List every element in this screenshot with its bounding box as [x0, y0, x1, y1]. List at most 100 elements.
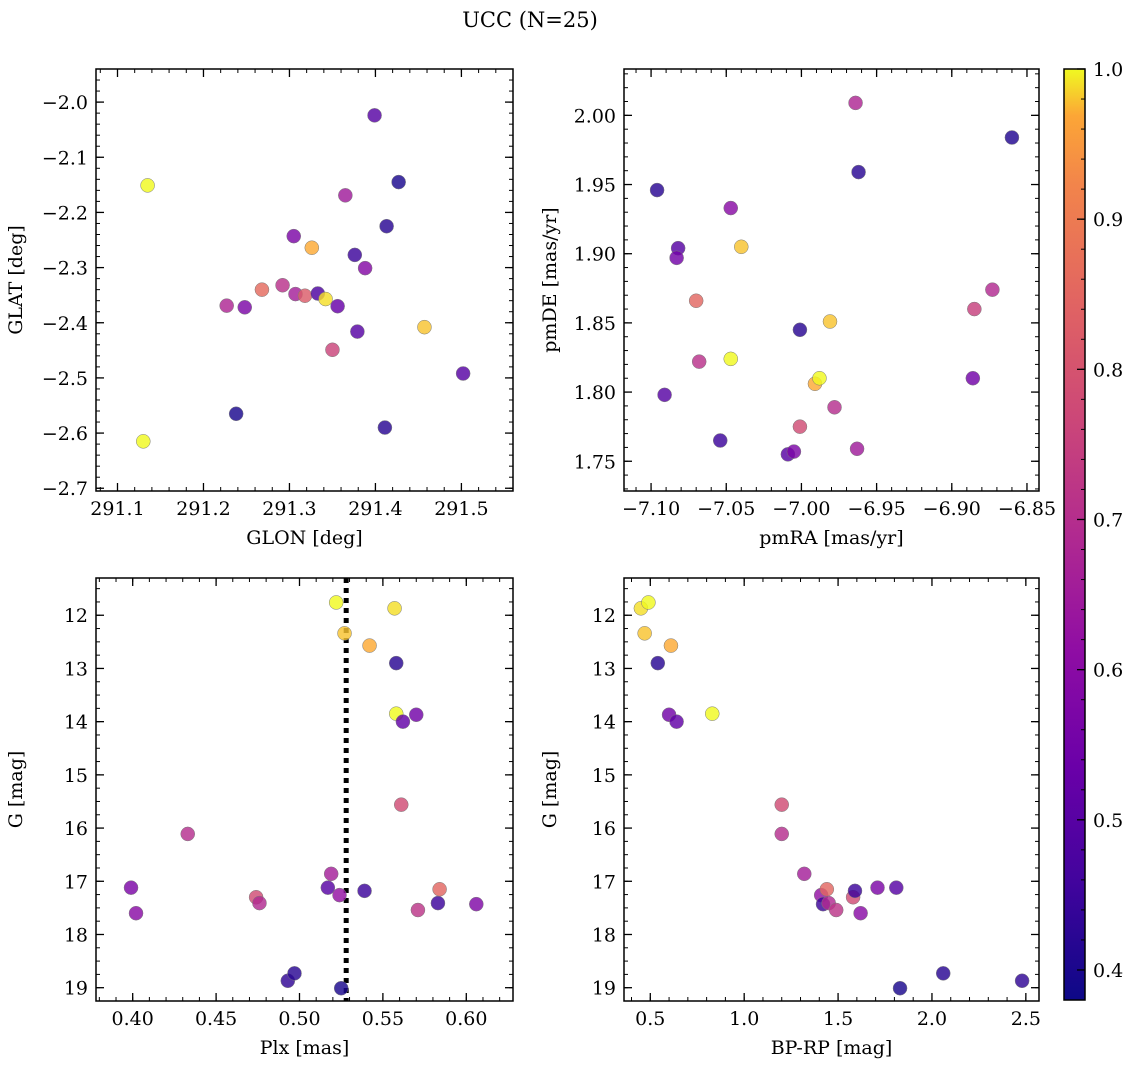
plot-frame [623, 577, 1040, 1002]
x-tick-label: 2.5 [1011, 1008, 1041, 1030]
y-tick-label: 1.85 [574, 313, 616, 335]
scatter-point [395, 714, 411, 729]
scatter-point [819, 882, 835, 897]
scatter-point [393, 797, 409, 812]
scatter-point [848, 95, 863, 111]
ticks: 291.1 291.2 291.3 291.4 291.5 −2.7 −2.6 −2.5 −2.… [42, 68, 514, 520]
scatter-point [338, 188, 353, 203]
colorbar-tick-label: 0.8 [1093, 359, 1123, 381]
y-axis-label: G [mag] [5, 751, 27, 829]
scatter-point [128, 905, 144, 921]
x-tick-label: 291.1 [90, 498, 144, 520]
data-points [123, 578, 484, 1001]
x-tick-label: 0.55 [362, 1008, 404, 1030]
y-tick-label: 12 [64, 605, 88, 627]
y-tick-label: 18 [592, 924, 616, 946]
x-tick-label: 291.3 [262, 498, 316, 520]
scatter-point [219, 298, 234, 313]
scatter-point [892, 980, 908, 996]
scatter-point [287, 966, 302, 981]
scatter-point [637, 626, 652, 641]
scatter-point [180, 826, 195, 842]
ticks: 0.40 0.45 0.50 0.55 0.60 12 13 14 15 16 17 18 19 [64, 578, 513, 1030]
y-tick-label: 1.80 [574, 382, 616, 404]
scatter-point [657, 387, 672, 403]
y-tick-label: 19 [64, 978, 88, 1000]
scatter-point [786, 444, 802, 459]
x-tick-label: −7.10 [622, 498, 680, 520]
scatter-point [712, 433, 728, 448]
colorbar: 0.4 0.5 0.6 0.7 0.8 0.9 1.0 [1063, 59, 1123, 1001]
scatter-point [734, 239, 749, 255]
y-tick-label: 18 [64, 924, 88, 946]
scatter-point [469, 896, 484, 912]
scatter-point [379, 218, 394, 234]
scatter-point [391, 174, 406, 190]
scatter-point [965, 370, 981, 386]
x-axis-label: GLON [deg] [246, 527, 362, 549]
scatter-point [430, 895, 446, 911]
scatter-point [792, 419, 808, 434]
scatter-point [649, 182, 665, 198]
scatter-point [985, 282, 1000, 297]
scatter-point [827, 400, 842, 415]
y-tick-label: 14 [64, 712, 88, 734]
scatter-point [688, 293, 704, 309]
scatter-point [286, 228, 302, 244]
scatter-point [1014, 973, 1030, 989]
scatter-point [320, 880, 336, 895]
scatter-point [663, 638, 679, 653]
scatter-point [252, 895, 267, 911]
scatter-point [797, 866, 812, 882]
data-points [649, 95, 1020, 462]
scatter-point [350, 324, 365, 339]
y-tick-label: 17 [592, 871, 616, 893]
y-tick-label: 2.00 [574, 105, 616, 127]
plot-frame [95, 68, 514, 492]
plot-frame [95, 577, 514, 1002]
figure-title: UCC (N=25) [462, 8, 598, 32]
colorbar-gradient [1064, 69, 1085, 1000]
x-tick-label: 291.2 [176, 498, 230, 520]
scatter-point [641, 595, 656, 610]
scatter-point [367, 108, 382, 123]
scatter-point [967, 301, 982, 317]
scatter-point [870, 880, 885, 895]
scatter-point [388, 655, 404, 671]
x-tick-label: 2.0 [917, 1008, 947, 1030]
scatter-point [333, 980, 349, 996]
scatter-point [123, 880, 139, 895]
scatter-point [304, 240, 320, 255]
x-tick-label: 0.45 [195, 1008, 237, 1030]
y-tick-label: 1.95 [574, 175, 616, 197]
scatter-point [417, 319, 432, 335]
colorbar-tick-label: 0.5 [1093, 810, 1123, 832]
colorbar-frame [1063, 68, 1086, 1001]
scatter-point [237, 300, 252, 315]
y-axis-label: G [mag] [539, 751, 561, 829]
scatter-point [650, 655, 666, 671]
scatter-point [362, 638, 377, 653]
scatter-point [332, 887, 347, 903]
y-tick-label: 15 [64, 765, 88, 787]
panel-bprp-g: 0.5 1.0 1.5 2.0 2.5 12 13 14 15 16 17 18 19 BP-RP [ma… [539, 577, 1041, 1059]
y-axis-label: pmDE [mas/yr] [539, 207, 561, 352]
scatter-point [812, 370, 827, 386]
x-axis-label: pmRA [mas/yr] [759, 527, 903, 549]
scatter-point [455, 366, 471, 381]
y-tick-label: −2.7 [42, 478, 88, 500]
scatter-point [228, 406, 244, 422]
y-tick-label: −2.6 [42, 423, 88, 445]
scatter-point [337, 626, 352, 641]
scatter-point [432, 882, 447, 897]
scatter-point [318, 291, 333, 307]
scatter-point [297, 288, 313, 303]
scatter-point [377, 420, 393, 435]
scatter-point [723, 351, 739, 367]
x-tick-label: 1.5 [823, 1008, 853, 1030]
scatter-point [275, 277, 290, 293]
x-tick-label: 0.40 [112, 1008, 154, 1030]
panel-glon-glat: 291.1 291.2 291.3 291.4 291.5 −2.7 −2.6 −2.5 −2.… [5, 68, 514, 549]
scatter-point [828, 902, 844, 918]
scatter-point [774, 797, 789, 812]
